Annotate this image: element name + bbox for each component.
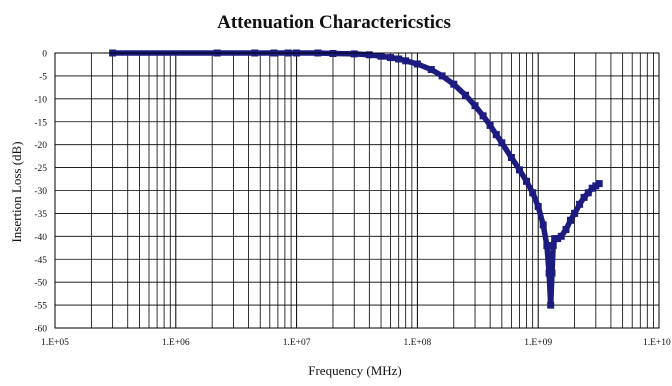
y-tick-label: -45 — [34, 256, 47, 266]
data-point — [427, 66, 435, 73]
data-point — [576, 200, 584, 208]
data-point — [534, 203, 542, 210]
y-tick-label: -10 — [34, 95, 47, 105]
x-tick-label: 1.E+10 — [643, 338, 671, 348]
data-point — [516, 166, 523, 174]
y-tick-label: -55 — [34, 302, 47, 312]
data-point — [402, 57, 410, 65]
data-point — [413, 60, 421, 68]
x-tick-label: 1.E+06 — [162, 338, 190, 348]
data-point — [492, 131, 500, 139]
data-point — [543, 242, 551, 249]
data-point — [547, 301, 555, 309]
data-point — [486, 121, 494, 129]
data-point — [557, 232, 565, 240]
y-tick-label: -60 — [34, 325, 47, 335]
data-point — [584, 189, 592, 197]
y-tick-label: -20 — [34, 141, 47, 151]
data-point — [498, 139, 506, 147]
x-tick-label: 1.E+08 — [404, 338, 432, 348]
data-point — [562, 226, 570, 233]
data-point — [450, 80, 458, 88]
y-tick-label: -15 — [34, 118, 47, 128]
y-tick-label: -40 — [34, 233, 47, 243]
data-point — [595, 180, 603, 188]
x-tick-label: 1.E+05 — [41, 338, 69, 348]
data-point — [462, 91, 469, 99]
data-point — [387, 54, 395, 62]
data-point — [549, 242, 557, 249]
data-point — [377, 52, 385, 60]
data-point — [548, 269, 556, 277]
data-point — [567, 216, 574, 224]
y-tick-label: 0 — [42, 50, 47, 60]
y-tick-label: -50 — [34, 279, 47, 289]
x-tick-label: 1.E+09 — [524, 338, 552, 348]
data-point — [523, 177, 530, 185]
data-point — [580, 193, 588, 201]
data-point — [471, 102, 479, 110]
data-point — [539, 221, 547, 229]
series-layer — [109, 49, 603, 309]
y-tick-labels: 0 -5 -10 -15 -20 -25 -30 -35 -40 -45 -50 -55 -60 — [34, 50, 47, 335]
data-point — [350, 50, 358, 58]
x-tick-label: 1.E+07 — [283, 338, 311, 348]
data-point — [479, 112, 487, 120]
grid — [54, 52, 659, 329]
plot-frame — [54, 52, 660, 329]
y-tick-label: -25 — [34, 164, 47, 174]
y-tick-label: -30 — [34, 187, 47, 197]
chart-title: Attenuation Charactericstics — [217, 12, 451, 33]
data-point — [529, 189, 537, 197]
x-tick-labels: 1.E+05 1.E+06 1.E+07 1.E+08 1.E+09 1.E+10 — [41, 338, 671, 348]
data-point — [571, 209, 579, 217]
data-point — [588, 184, 596, 192]
data-point — [507, 154, 515, 161]
data-point — [395, 55, 403, 63]
y-tick-label: -5 — [39, 72, 47, 82]
data-point — [365, 51, 373, 59]
y-tick-label: -35 — [34, 210, 47, 220]
data-point — [438, 72, 446, 80]
y-axis-title: Insertion Loss (dB) — [9, 141, 24, 242]
x-axis-title: Frequency (MHz) — [308, 363, 402, 378]
